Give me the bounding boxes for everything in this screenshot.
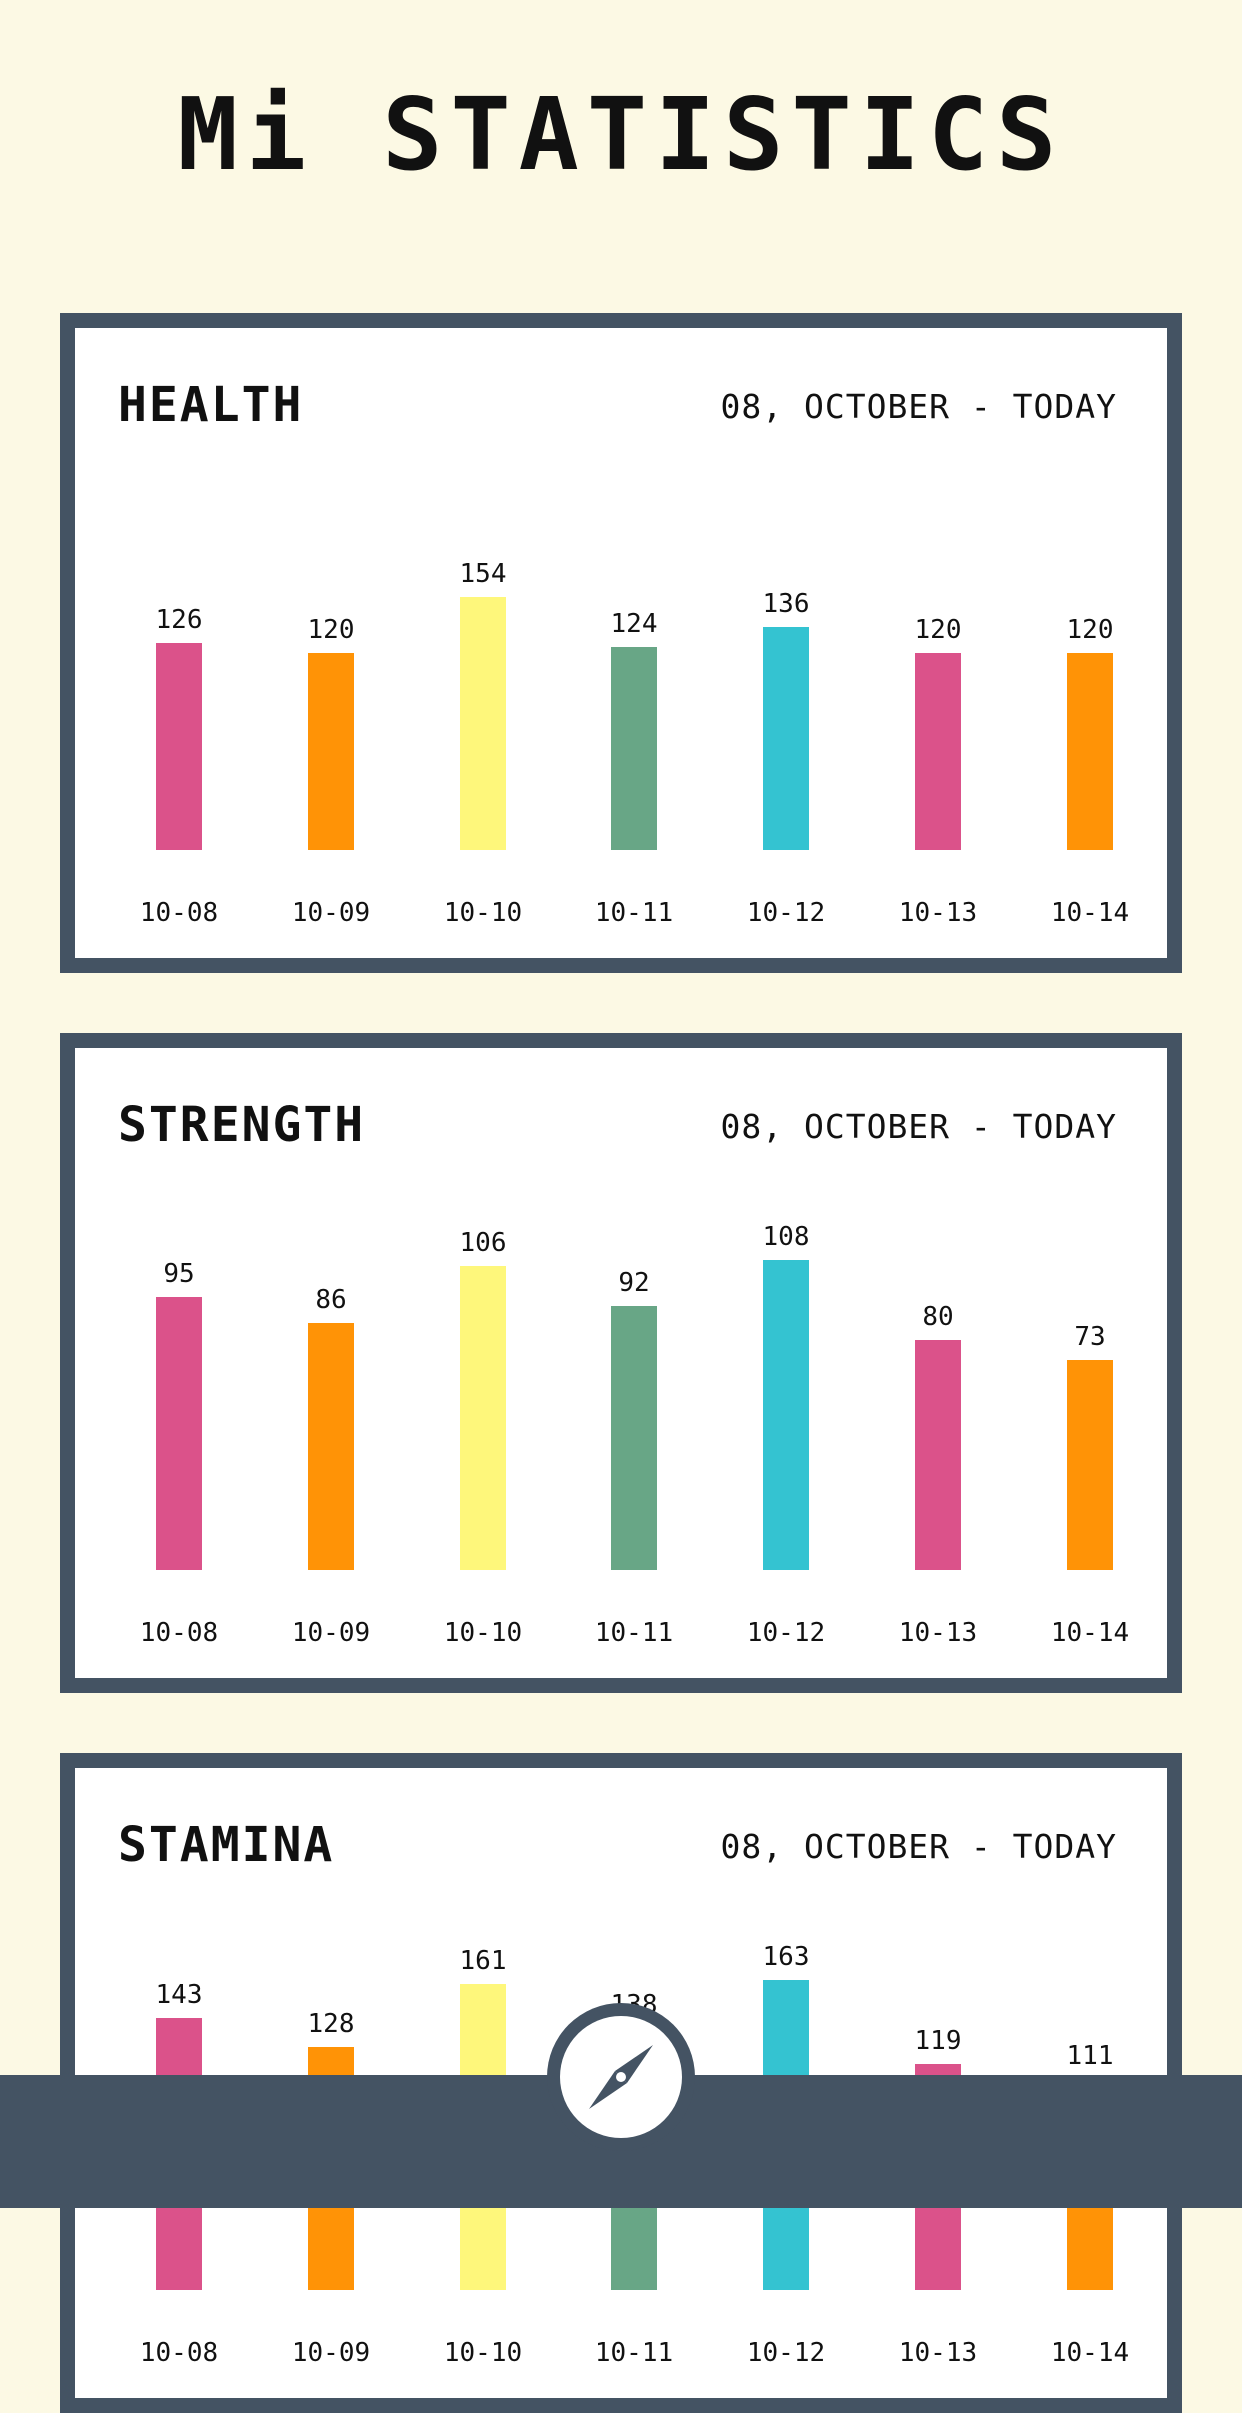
bar-value-label: 120 — [1066, 615, 1114, 646]
bar — [915, 1340, 961, 1570]
category-label: 10-09 — [291, 1618, 371, 1648]
category-label: 10-13 — [898, 898, 978, 928]
bar-value-label: 92 — [618, 1267, 650, 1298]
card-title: HEALTH — [118, 377, 304, 433]
bar — [611, 1305, 657, 1570]
bar-value-label: 106 — [459, 1227, 507, 1258]
bar — [763, 626, 809, 850]
bar — [763, 1260, 809, 1570]
category-label: 10-09 — [291, 898, 371, 928]
category-label: 10-14 — [1050, 1618, 1130, 1648]
bar — [1067, 1360, 1113, 1570]
bar — [915, 653, 961, 850]
card-title: STRENGTH — [118, 1097, 366, 1153]
category-label: 10-12 — [746, 1618, 826, 1648]
bar — [460, 597, 506, 850]
bar-value-label: 119 — [914, 2025, 962, 2056]
date-range[interactable]: 08, OCTOBER - TODAY — [720, 1827, 1117, 1866]
category-label: 10-13 — [898, 1618, 978, 1648]
date-range[interactable]: 08, OCTOBER - TODAY — [720, 387, 1117, 426]
date-range[interactable]: 08, OCTOBER - TODAY — [720, 1107, 1117, 1146]
bar-value-label: 108 — [762, 1222, 810, 1253]
bar-value-label: 161 — [459, 1946, 507, 1977]
category-label: 10-10 — [443, 2338, 523, 2368]
category-label: 10-08 — [139, 2338, 219, 2368]
bar-value-label: 86 — [315, 1285, 347, 1316]
bar-value-label: 124 — [610, 608, 658, 639]
category-label: 10-11 — [594, 1618, 674, 1648]
category-label: 10-10 — [443, 1618, 523, 1648]
bar — [308, 653, 354, 850]
strength-card: STRENGTH 08, OCTOBER - TODAY 95 10-08 86 10… — [60, 1033, 1182, 1693]
bar-value-label: 73 — [1074, 1322, 1106, 1353]
category-label: 10-11 — [594, 2338, 674, 2368]
bar — [611, 646, 657, 850]
bar-value-label: 128 — [307, 2008, 355, 2039]
category-label: 10-11 — [594, 898, 674, 928]
bar-value-label: 120 — [307, 615, 355, 646]
category-label: 10-13 — [898, 2338, 978, 2368]
category-label: 10-08 — [139, 1618, 219, 1648]
category-label: 10-14 — [1050, 2338, 1130, 2368]
bar-value-label: 143 — [155, 1980, 203, 2011]
health-card: HEALTH 08, OCTOBER - TODAY 126 10-08 120 10… — [60, 313, 1182, 973]
bar-value-label: 154 — [459, 559, 507, 590]
bar — [156, 643, 202, 850]
card-title: STAMINA — [118, 1817, 335, 1873]
bar — [308, 1323, 354, 1570]
category-label: 10-14 — [1050, 898, 1130, 928]
category-label: 10-12 — [746, 898, 826, 928]
category-label: 10-10 — [443, 898, 523, 928]
bar-value-label: 111 — [1066, 2041, 1114, 2072]
category-label: 10-08 — [139, 898, 219, 928]
compass-face — [560, 2016, 682, 2138]
category-label: 10-12 — [746, 2338, 826, 2368]
bar — [156, 1297, 202, 1570]
bar-value-label: 163 — [762, 1942, 810, 1973]
compass-button[interactable] — [547, 2003, 695, 2151]
bar-value-label: 126 — [155, 605, 203, 636]
bar-value-label: 120 — [914, 615, 962, 646]
bar-value-label: 95 — [163, 1259, 195, 1290]
strength-chart: 95 10-08 86 10-09 106 10-10 92 10-11 108 10-12 80 1… — [75, 1048, 1167, 1678]
compass-icon — [589, 2045, 653, 2109]
bar — [1067, 653, 1113, 850]
bar-value-label: 80 — [922, 1302, 954, 1333]
category-label: 10-09 — [291, 2338, 371, 2368]
bar-value-label: 136 — [762, 588, 810, 619]
health-chart: 126 10-08 120 10-09 154 10-10 124 10-11 136 10-12… — [75, 328, 1167, 958]
bar — [460, 1265, 506, 1570]
page-title: Mi STATISTICS — [177, 76, 1065, 193]
